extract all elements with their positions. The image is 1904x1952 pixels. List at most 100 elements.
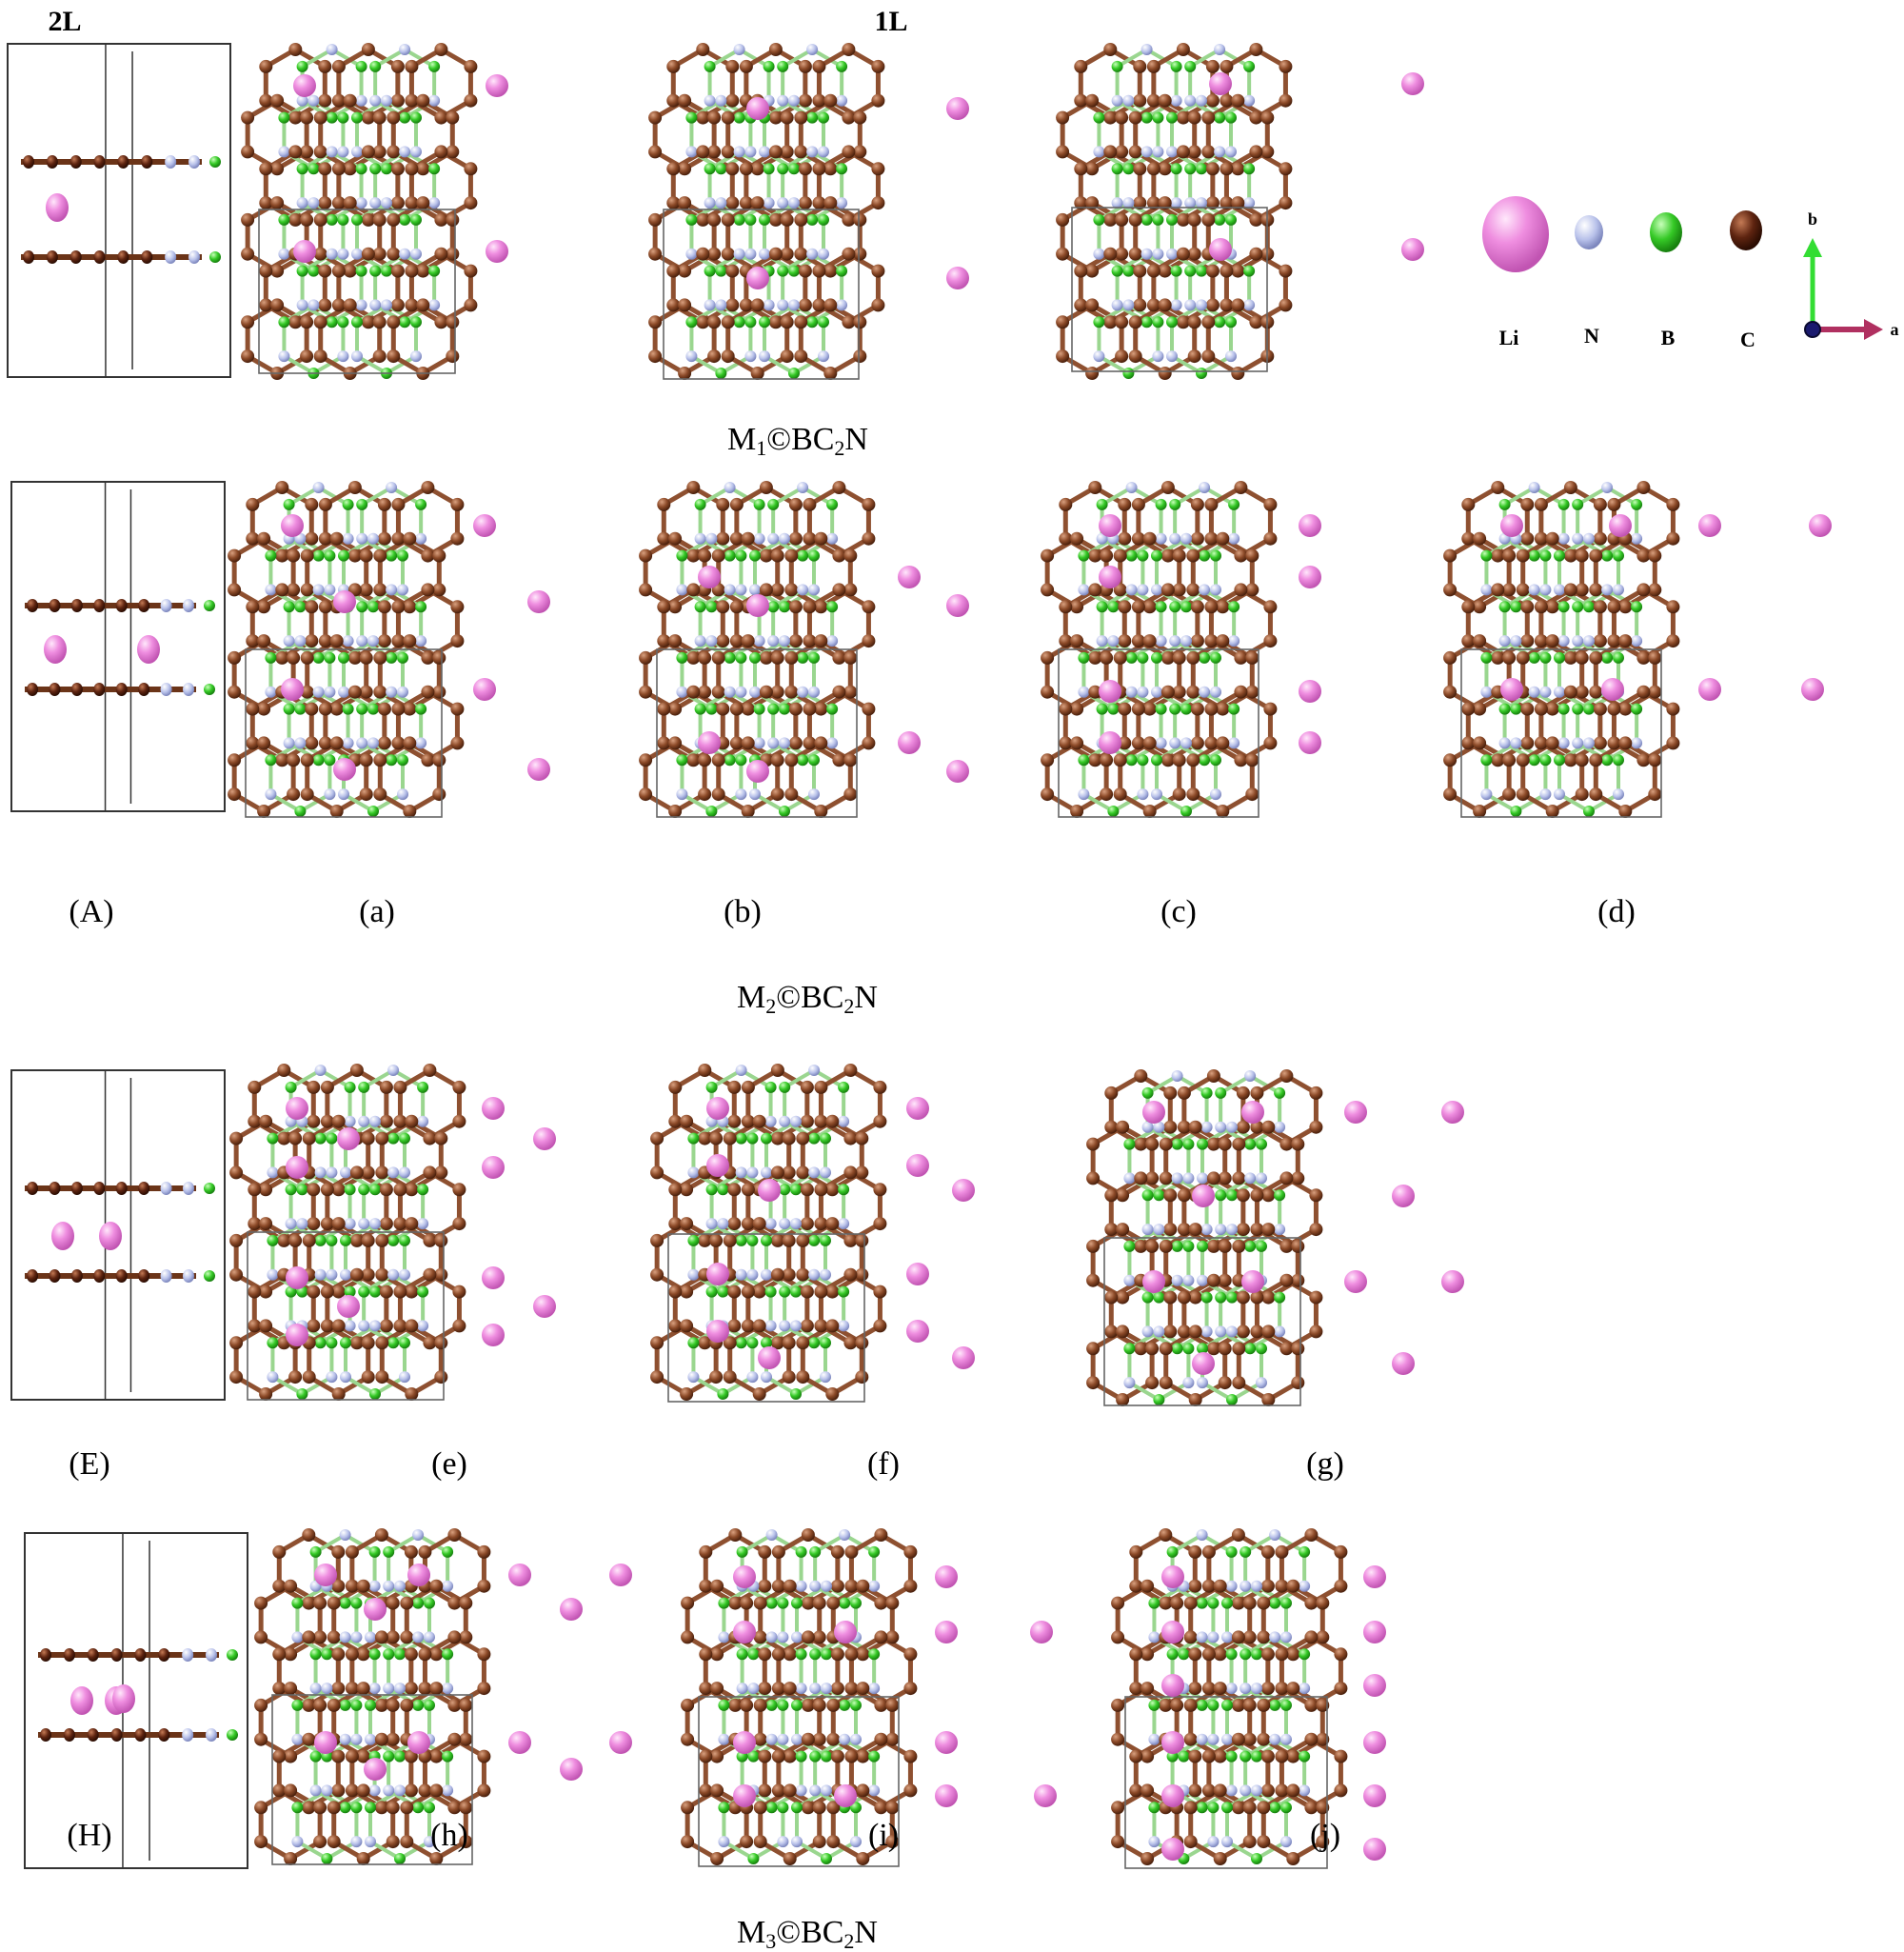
- carbon-atom: [666, 162, 681, 176]
- nitrogen-atom: [356, 635, 368, 647]
- boron-atom: [1153, 1189, 1165, 1202]
- carbon-atom: [138, 683, 150, 696]
- carbon-atom: [229, 1233, 244, 1247]
- carbon-atom: [844, 1647, 859, 1662]
- boron-atom: [733, 316, 745, 329]
- carbon-atom: [678, 162, 692, 176]
- carbon-atom: [1575, 787, 1589, 802]
- carbon-atom: [421, 583, 435, 597]
- boron-atom: [806, 111, 819, 124]
- boron-atom: [1251, 1853, 1262, 1864]
- carbon-atom: [1261, 1325, 1276, 1339]
- nitrogen-atom: [1207, 1631, 1220, 1643]
- carbon-atom: [1502, 548, 1517, 563]
- boron-atom: [717, 1388, 729, 1400]
- carbon-atom: [814, 702, 828, 716]
- carbon-atom: [1286, 1749, 1300, 1763]
- boron-atom: [209, 156, 221, 168]
- boron-atom: [1093, 213, 1105, 226]
- nitrogen-atom: [733, 248, 745, 260]
- carbon-atom: [874, 1528, 888, 1542]
- carbon-atom: [1163, 1086, 1178, 1100]
- carbon-atom: [1134, 1342, 1148, 1356]
- nitrogen-atom: [765, 1733, 778, 1745]
- nitrogen-atom: [1182, 1274, 1195, 1286]
- carbon-ring: [806, 485, 871, 559]
- carbon-atom: [711, 753, 725, 767]
- nitrogen-atom: [1182, 1172, 1195, 1185]
- nitrogen-atom: [1196, 1631, 1208, 1643]
- carbon-atom: [373, 787, 387, 802]
- nitrogen-atom: [808, 686, 820, 698]
- boron-atom: [397, 754, 408, 767]
- carbon-atom: [87, 1728, 99, 1742]
- nitrogen-atom: [735, 788, 747, 801]
- carbon-atom: [784, 548, 799, 563]
- carbon-atom: [1648, 685, 1662, 699]
- carbon-atom: [272, 1544, 287, 1559]
- boron-atom: [1169, 498, 1181, 510]
- carbon-atom: [318, 736, 332, 750]
- carbon-atom: [300, 650, 314, 665]
- nitrogen-atom: [394, 1683, 406, 1695]
- lithium-atom: [1441, 1270, 1464, 1293]
- carbon-atom: [373, 583, 387, 597]
- carbon-atom: [853, 145, 867, 159]
- unit-cell-box: [663, 209, 860, 380]
- carbon-atom: [1520, 531, 1535, 546]
- carbon-atom: [1275, 1783, 1289, 1798]
- carbon-atom: [1236, 1188, 1250, 1203]
- carbon-atom: [1187, 145, 1201, 159]
- nitrogen-atom: [826, 532, 839, 545]
- nitrogen-atom: [369, 1218, 381, 1230]
- carbon-atom: [288, 43, 303, 56]
- carbon-atom: [313, 1801, 327, 1815]
- carbon-atom: [1218, 1342, 1232, 1356]
- nitrogen-atom: [1196, 94, 1207, 107]
- carbon-atom: [1133, 298, 1147, 312]
- carbon-atom: [696, 43, 710, 56]
- carbon-atom: [93, 155, 106, 169]
- carbon-atom: [885, 1596, 900, 1610]
- nitrogen-atom: [1107, 635, 1120, 647]
- carbon-atom: [1231, 264, 1245, 278]
- carbon-atom: [446, 110, 460, 125]
- nitrogen-atom: [868, 1580, 881, 1592]
- carbon-atom: [844, 1682, 859, 1696]
- boron-atom: [1583, 703, 1595, 715]
- boron-atom: [1137, 651, 1149, 664]
- carbon-atom: [825, 1387, 840, 1401]
- carbon-atom: [228, 685, 242, 699]
- nitrogen-atom: [735, 1166, 747, 1179]
- carbon-atom: [464, 264, 478, 278]
- carbon-atom: [1636, 650, 1651, 665]
- carbon-atom: [1186, 753, 1200, 767]
- nitrogen-atom: [808, 788, 820, 801]
- carbon-atom: [270, 162, 285, 176]
- carbon-atom: [801, 1630, 815, 1644]
- carbon-atom: [855, 1131, 869, 1145]
- nitrogen-atom: [312, 584, 325, 596]
- carbon-atom: [70, 683, 83, 696]
- carbon-atom: [783, 1749, 797, 1763]
- boron-atom: [1631, 601, 1643, 613]
- nitrogen-atom: [1078, 686, 1090, 698]
- nitrogen-atom: [278, 146, 290, 158]
- carbon-atom: [782, 1165, 796, 1180]
- carbon-atom: [1260, 1783, 1275, 1798]
- nitrogen-atom: [442, 1784, 454, 1797]
- carbon-atom: [115, 599, 128, 612]
- carbon-atom: [288, 212, 303, 227]
- carbon-atom: [812, 298, 826, 312]
- carbon-atom: [288, 145, 303, 159]
- nitrogen-atom: [718, 1631, 730, 1643]
- carbon-atom: [1218, 1239, 1232, 1253]
- carbon-atom: [1309, 1086, 1323, 1100]
- boron-atom: [1240, 1750, 1252, 1763]
- nitrogen-atom: [1137, 686, 1149, 698]
- nitrogen-atom: [410, 350, 422, 363]
- lithium-atom: [906, 1097, 929, 1120]
- boron-atom: [1122, 265, 1135, 277]
- carbon-atom: [1231, 196, 1245, 210]
- boron-atom: [1096, 703, 1108, 715]
